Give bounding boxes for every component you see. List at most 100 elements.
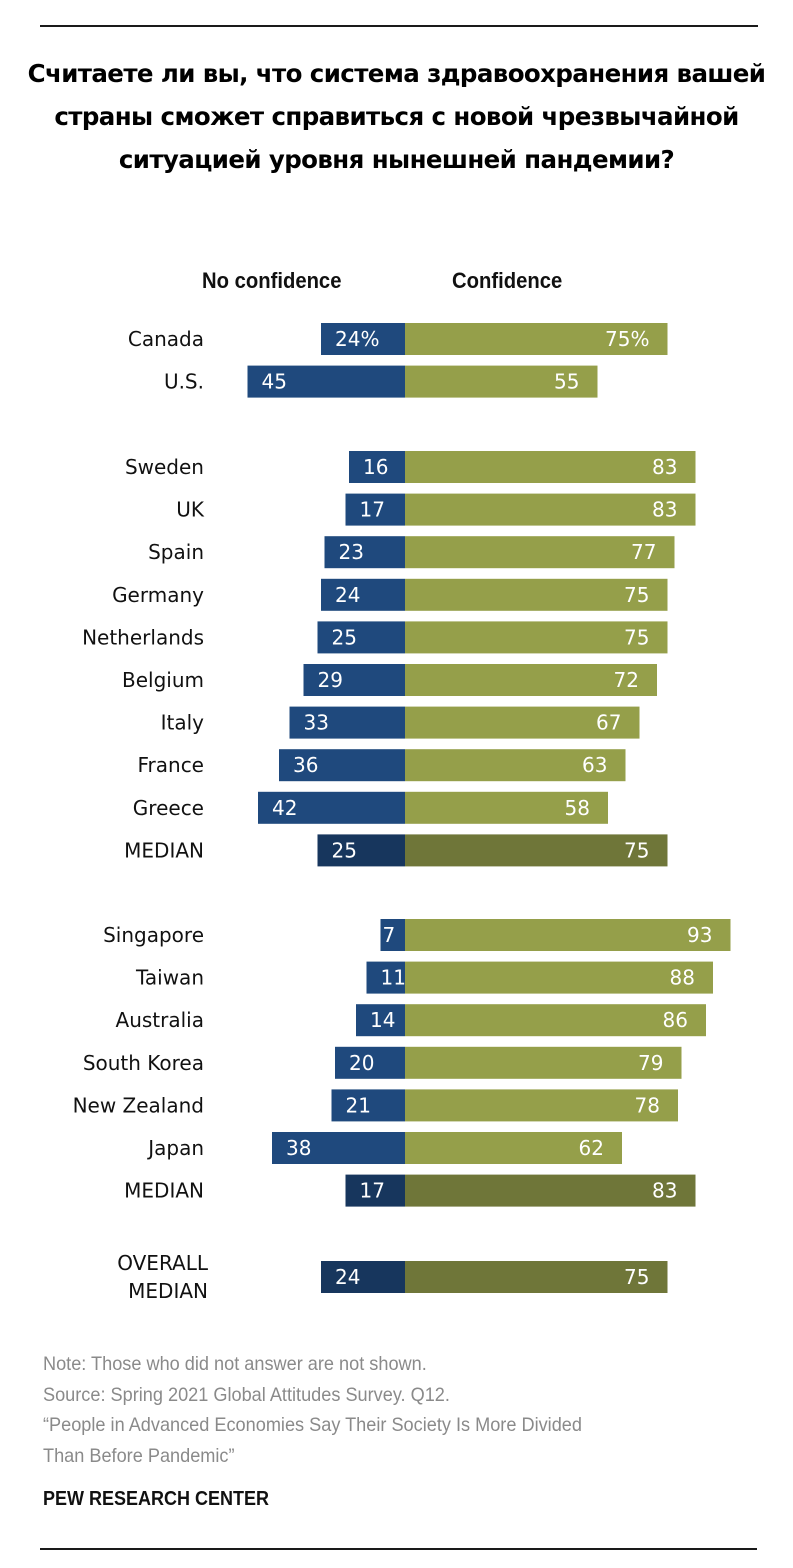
no-confidence-bar — [324, 536, 405, 569]
row-label: France — [137, 753, 204, 777]
bar-row: Taiwan 11 88 — [135, 961, 713, 994]
no-confidence-value: 45 — [262, 370, 287, 394]
confidence-bar — [405, 664, 657, 696]
confidence-bar — [405, 621, 668, 654]
row-label: Belgium — [122, 668, 204, 692]
confidence-bar — [405, 919, 731, 951]
bar-row: U.S. 45 55 — [164, 365, 598, 398]
bar-row: Canada 24% 75% — [128, 323, 668, 355]
bar-row: Sweden 16 83 — [125, 451, 696, 483]
confidence-bar — [405, 1261, 668, 1293]
confidence-value: 83 — [652, 1179, 677, 1203]
no-confidence-value: 29 — [318, 668, 343, 692]
confidence-bar — [405, 365, 598, 398]
row-label: Spain — [148, 540, 204, 564]
confidence-value: 72 — [614, 668, 639, 692]
confidence-bar — [405, 961, 713, 994]
no-confidence-value: 7 — [383, 923, 396, 947]
bar-row: France 36 63 — [137, 749, 626, 782]
no-confidence-value: 11 — [381, 966, 406, 990]
row-label: South Korea — [83, 1051, 204, 1075]
row-label: OVERALL — [117, 1251, 209, 1275]
row-label: Germany — [112, 583, 204, 607]
note-text: Note: Those who did not answer are not s… — [43, 1353, 427, 1375]
confidence-value: 63 — [582, 753, 607, 777]
no-confidence-value: 24% — [335, 327, 379, 351]
row-label: New Zealand — [73, 1093, 204, 1117]
confidence-bar — [405, 323, 668, 355]
no-confidence-bar — [356, 1004, 405, 1037]
no-confidence-bar — [317, 621, 405, 654]
no-confidence-bar — [272, 1132, 405, 1164]
no-confidence-value: 36 — [293, 753, 318, 777]
confidence-bar — [405, 536, 675, 569]
confidence-value: 62 — [579, 1136, 604, 1160]
no-confidence-value: 24 — [335, 1265, 360, 1289]
no-confidence-value: 24 — [335, 583, 360, 607]
row-label: MEDIAN — [128, 1279, 208, 1303]
row-label: UK — [176, 498, 205, 522]
no-confidence-value: 25 — [332, 838, 357, 862]
row-label: U.S. — [164, 370, 204, 394]
no-confidence-bar — [335, 1046, 405, 1079]
no-confidence-bar — [258, 791, 405, 824]
confidence-value: 75 — [624, 1265, 649, 1289]
no-confidence-bar — [321, 323, 405, 355]
no-confidence-bar — [366, 961, 405, 994]
no-confidence-value: 21 — [346, 1093, 371, 1117]
bar-row: MEDIAN 25 75 — [124, 834, 668, 867]
bar-row: Netherlands 25 75 — [82, 621, 668, 654]
confidence-value: 75 — [624, 625, 649, 649]
no-confidence-value: 20 — [349, 1051, 374, 1075]
row-label: Canada — [128, 327, 204, 351]
confidence-value: 55 — [554, 370, 579, 394]
confidence-value: 79 — [638, 1051, 663, 1075]
row-label: MEDIAN — [124, 1179, 204, 1203]
no-confidence-value: 16 — [363, 455, 388, 479]
bar-row: Japan 38 62 — [146, 1132, 622, 1164]
no-confidence-value: 38 — [286, 1136, 311, 1160]
bar-row: OVERALL MEDIAN 24 75 — [117, 1251, 668, 1303]
bar-row: Australia 14 86 — [116, 1004, 706, 1037]
bar-row: New Zealand 21 78 — [73, 1089, 678, 1122]
confidence-bar — [405, 1132, 622, 1164]
legend-confidence: Confidence — [452, 268, 563, 293]
no-confidence-bar — [349, 451, 405, 483]
confidence-value: 83 — [652, 498, 677, 522]
row-label: Taiwan — [135, 966, 204, 990]
confidence-bar — [405, 451, 696, 483]
confidence-value: 83 — [652, 455, 677, 479]
no-confidence-bar — [303, 664, 405, 696]
report-title-line-1: “People in Advanced Economies Say Their … — [43, 1414, 582, 1436]
no-confidence-bar — [321, 578, 405, 611]
no-confidence-value: 17 — [360, 1179, 385, 1203]
confidence-value: 67 — [596, 711, 621, 735]
confidence-bar — [405, 1174, 696, 1207]
confidence-bar — [405, 834, 668, 867]
no-confidence-bar — [321, 1261, 405, 1293]
bar-row: Singapore 7 93 — [103, 919, 731, 951]
confidence-bar — [405, 749, 626, 782]
chart-notes: Note: Those who did not answer are not s… — [43, 1349, 750, 1471]
no-confidence-bar — [345, 1174, 405, 1207]
top-divider — [40, 25, 758, 27]
bar-row: UK 17 83 — [176, 493, 696, 526]
no-confidence-value: 14 — [370, 1008, 395, 1032]
confidence-bar — [405, 578, 668, 611]
row-label: Australia — [116, 1008, 204, 1032]
confidence-bar — [405, 1004, 706, 1037]
confidence-value: 88 — [670, 966, 695, 990]
row-label: Netherlands — [82, 625, 204, 649]
source-text: Source: Spring 2021 Global Attitudes Sur… — [43, 1383, 450, 1406]
bottom-divider — [40, 1548, 757, 1550]
bar-row: Greece 42 58 — [133, 791, 608, 824]
row-label: Italy — [161, 711, 205, 735]
no-confidence-value: 17 — [360, 498, 385, 522]
confidence-bar — [405, 791, 608, 824]
confidence-value: 58 — [565, 796, 590, 820]
no-confidence-bar — [279, 749, 405, 782]
confidence-value: 78 — [635, 1093, 660, 1117]
confidence-value: 75 — [624, 583, 649, 607]
no-confidence-bar — [331, 1089, 405, 1122]
